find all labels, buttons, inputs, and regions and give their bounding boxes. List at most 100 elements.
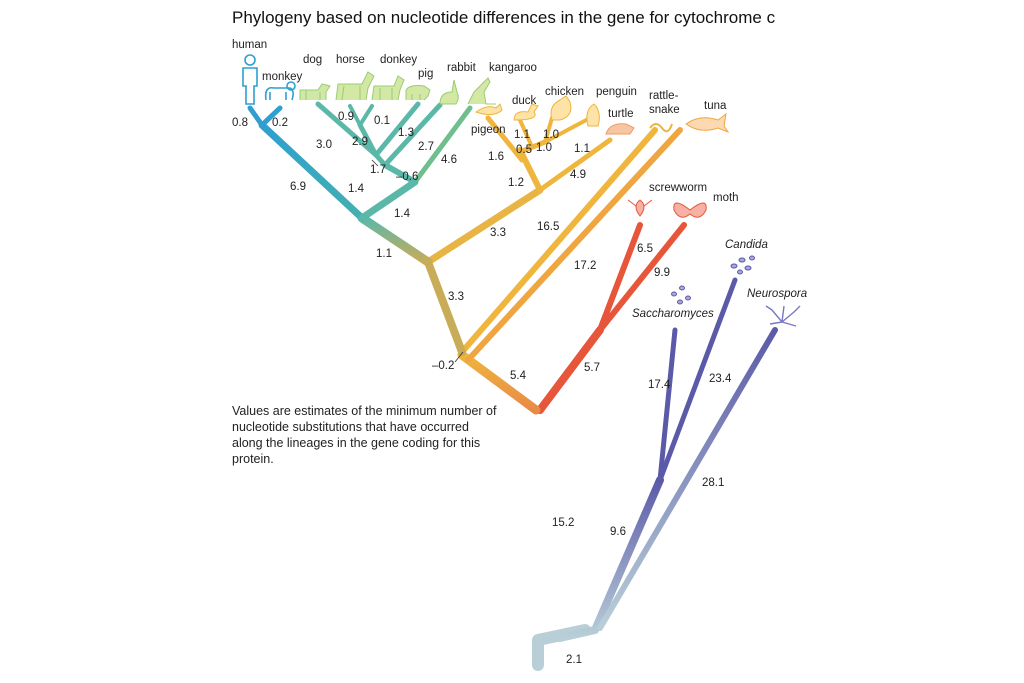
- bl-tetrapods: 3.3: [448, 291, 464, 303]
- branch-horse: [348, 104, 362, 127]
- bl-turtle: 4.9: [570, 169, 586, 181]
- bl-pig: 1.3: [398, 127, 414, 139]
- bl-yeasts: 9.6: [610, 526, 626, 538]
- label-neurospora: Neurospora: [747, 288, 807, 300]
- bl-root: 2.1: [566, 654, 582, 666]
- branch-vertebrates: [457, 350, 541, 415]
- bl-rabbit-join: –0.6: [396, 171, 418, 183]
- branch-tuna: [465, 127, 683, 363]
- bl-donkey: 0.1: [374, 115, 390, 127]
- branch-placentals: [358, 178, 419, 222]
- label-horse: horse: [336, 54, 365, 66]
- label-kangaroo: kangaroo: [489, 62, 537, 74]
- bl-duck: 1.1: [514, 129, 530, 141]
- branch-rabbit-join: [382, 162, 418, 185]
- bl-placentals: 1.4: [394, 208, 411, 220]
- label-pig: pig: [418, 68, 433, 80]
- branch-amniotes: [424, 186, 544, 266]
- bl-tuna: 17.2: [574, 260, 596, 272]
- saccharomyces-icon: [671, 285, 691, 305]
- branch-penguin: [543, 116, 592, 144]
- branch-rabbit: [382, 102, 443, 168]
- branch-tetrapods: [424, 258, 466, 356]
- bl-rabbit: 2.7: [418, 141, 434, 153]
- label-rabbit: rabbit: [447, 62, 477, 74]
- horse-icon: [335, 71, 375, 101]
- label-screwworm: screwworm: [649, 182, 707, 194]
- turtle-icon: [605, 123, 635, 135]
- branch-kangaroo: [412, 105, 473, 185]
- label-monkey: monkey: [262, 71, 303, 83]
- explanatory-note: Values are estimates of the minimum numb…: [232, 404, 497, 466]
- bl-duck-group: 0.5: [516, 144, 532, 156]
- branch-turtle: [537, 137, 613, 193]
- branch-birds: [517, 147, 543, 193]
- donkey-icon: [371, 75, 405, 101]
- branch-pigeon: [485, 115, 525, 163]
- label-candida: Candida: [725, 239, 768, 251]
- bl-moth: 9.9: [654, 267, 670, 279]
- label-tuna: tuna: [704, 100, 727, 112]
- branch-insects: [536, 326, 604, 414]
- pigeon-icon: [474, 103, 503, 116]
- branch-monkey: [259, 105, 283, 128]
- label-chicken: chicken: [545, 86, 584, 98]
- pig-icon: [405, 85, 431, 101]
- label-human: human: [232, 39, 267, 51]
- tuna-icon: [685, 112, 730, 134]
- label-dog: dog: [303, 54, 322, 66]
- rattlesnake-icon: [649, 123, 673, 133]
- branch-duck: [518, 118, 534, 149]
- bl-candida: 23.4: [709, 373, 732, 385]
- bl-penguin: 1.1: [574, 143, 590, 155]
- penguin-icon: [586, 103, 600, 127]
- leader-tick: [454, 351, 464, 363]
- branch-dog: [315, 101, 379, 158]
- bl-pigeon: 1.6: [488, 151, 504, 163]
- bl-human: 0.8: [232, 117, 248, 129]
- bl-animals: 15.2: [552, 517, 574, 529]
- candida-icon: [730, 255, 755, 275]
- branch-moth: [597, 222, 687, 333]
- bl-kangaroo: 4.6: [441, 154, 457, 166]
- screwworm-icon: [627, 199, 653, 217]
- branch-pig: [373, 101, 421, 158]
- bl-chicken-penguin: 1.0: [536, 142, 552, 154]
- bl-vertebrates: 5.4: [510, 370, 527, 382]
- branch-donkey: [358, 104, 374, 127]
- branch-candida: [657, 277, 738, 483]
- label-rattlesnake-line2: snake: [649, 104, 680, 116]
- bl-monkey: 0.2: [272, 117, 288, 129]
- branch-primates: [258, 121, 366, 222]
- bl-neurospora: 28.1: [702, 477, 724, 489]
- branch-saccharomyces: [657, 327, 678, 483]
- rabbit-icon: [439, 79, 459, 105]
- label-rattlesnake-line1: rattle-: [649, 90, 679, 102]
- label-pigeon: pigeon: [471, 124, 506, 136]
- diagram-title: Phylogeny based on nucleotide difference…: [232, 8, 776, 27]
- branch-rattlesnake: [459, 127, 658, 355]
- dog-icon: [299, 83, 331, 100]
- label-duck: duck: [512, 95, 537, 107]
- duck-icon: [513, 103, 539, 121]
- bl-rattlesnake: 16.5: [537, 221, 559, 233]
- branch-fungi-base: [556, 476, 664, 642]
- bl-horse: 0.9: [338, 111, 354, 123]
- label-penguin: penguin: [596, 86, 637, 98]
- branch-human: [247, 105, 265, 128]
- label-saccharomyces: Saccharomyces: [632, 308, 714, 320]
- bl-insects: 5.7: [584, 362, 600, 374]
- human-icon: [242, 54, 258, 105]
- label-donkey: donkey: [380, 54, 417, 66]
- bl-horse-donkey: 2.9: [352, 136, 368, 148]
- bl-vertebrate-join: –0.2: [432, 360, 454, 372]
- bl-mammals: 1.1: [376, 248, 392, 260]
- branch-horse-donkey: [357, 122, 379, 158]
- moth-icon: [673, 202, 707, 218]
- bl-dog-group: 1.7: [370, 164, 386, 176]
- bl-primates: 6.9: [290, 181, 306, 193]
- bl-dog: 3.0: [316, 139, 332, 151]
- bl-saccharomyces: 17.4: [648, 379, 671, 391]
- neurospora-icon: [765, 305, 801, 327]
